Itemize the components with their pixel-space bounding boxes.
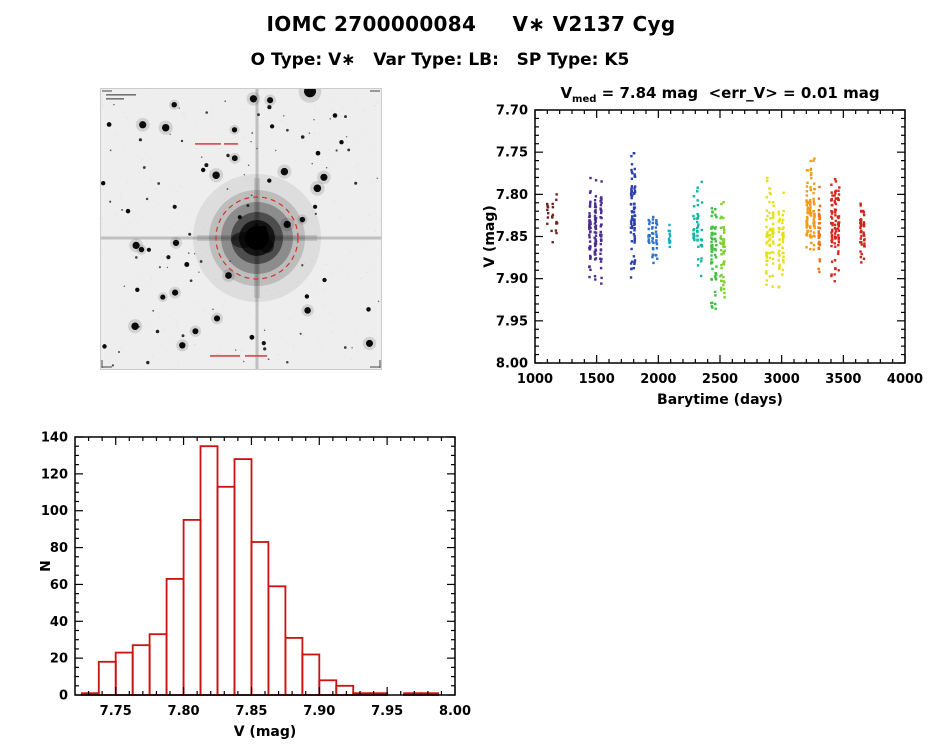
point-cluster: [692, 180, 704, 278]
svg-text:100: 100: [41, 504, 68, 519]
svg-text:7.90: 7.90: [496, 272, 528, 287]
svg-text:2000: 2000: [640, 372, 676, 387]
svg-text:8.00: 8.00: [496, 357, 528, 372]
svg-text:4000: 4000: [887, 372, 923, 387]
target-circle: [215, 196, 299, 280]
svg-text:7.75: 7.75: [496, 146, 528, 161]
starfield-bg: [100, 88, 382, 370]
svg-text:120: 120: [41, 467, 68, 482]
histogram-tick-labels: 7.75 7.80 7.85 7.90 7.95 8.00 0 20 40 60 80 100 120 1…: [41, 431, 471, 720]
svg-text:1500: 1500: [579, 372, 615, 387]
svg-text:8.00: 8.00: [439, 704, 471, 719]
svg-text:140: 140: [41, 431, 68, 446]
svg-text:1000: 1000: [517, 372, 553, 387]
point-cluster: [710, 207, 718, 310]
point-cluster: [546, 193, 559, 244]
svg-text:7.90: 7.90: [303, 704, 335, 719]
lightcurve-title-sub: med: [572, 94, 597, 105]
point-cluster: [588, 176, 603, 285]
point-cluster: [667, 223, 672, 249]
svg-text:60: 60: [50, 578, 68, 593]
starfield-border: [100, 88, 382, 370]
lightcurve-title-v: V: [560, 84, 573, 102]
figure-title: IOMC 2700000084 V∗ V2137 Cyg: [266, 12, 676, 36]
svg-text:7.80: 7.80: [168, 704, 200, 719]
point-cluster: [719, 201, 726, 299]
histogram-ticks: [75, 436, 456, 696]
lightcurve-ylabel: V (mag): [482, 205, 498, 268]
svg-text:80: 80: [50, 541, 68, 556]
svg-text:7.70: 7.70: [496, 104, 528, 119]
svg-text:7.85: 7.85: [496, 230, 528, 245]
target-star: [193, 174, 321, 302]
illegible-annotations: [106, 94, 267, 357]
histogram-plot: 7.75 7.80 7.85 7.90 7.95 8.00 0 20 40 60 80 100 120 1…: [40, 431, 471, 741]
histogram-bars: [80, 445, 440, 696]
point-cluster: [830, 177, 841, 283]
histogram-ylabel: N: [40, 560, 54, 572]
svg-text:0: 0: [59, 689, 68, 704]
lightcurve-xlabel: Barytime (days): [657, 392, 783, 408]
svg-text:7.80: 7.80: [496, 188, 528, 203]
svg-text:7.95: 7.95: [496, 314, 528, 329]
point-cluster: [777, 191, 785, 289]
starfield-noise: [100, 88, 381, 370]
lightcurve-plot: 1000 1500 2000 2500 3000 3500 4000 7.70 7.75 7.80…: [482, 104, 923, 409]
lightcurve-points: [546, 152, 866, 310]
lightcurve-tick-labels: 1000 1500 2000 2500 3000 3500 4000 7.70 7.75 7.80…: [496, 104, 923, 388]
point-cluster: [817, 185, 822, 274]
svg-text:3000: 3000: [764, 372, 800, 387]
lightcurve-title: Vmed = 7.84 mag <err_V> = 0.01 mag: [560, 84, 879, 105]
svg-text:3500: 3500: [825, 372, 861, 387]
svg-text:7.95: 7.95: [371, 704, 403, 719]
point-cluster: [859, 202, 866, 264]
field-stars: [101, 88, 380, 367]
histogram-xlabel: V (mag): [234, 724, 297, 740]
star-field-image: [100, 88, 382, 370]
svg-text:7.75: 7.75: [100, 704, 132, 719]
lightcurve-ticks: [534, 109, 906, 364]
point-cluster: [765, 176, 775, 288]
svg-text:7.85: 7.85: [235, 704, 267, 719]
point-cluster: [647, 215, 659, 265]
point-cluster: [629, 152, 637, 279]
figure-subtitle: O Type: V∗ Var Type: LB: SP Type: K5: [250, 50, 630, 70]
svg-text:20: 20: [50, 652, 68, 667]
svg-text:2500: 2500: [702, 372, 738, 387]
point-cluster: [805, 157, 816, 251]
svg-text:40: 40: [50, 615, 68, 630]
corner-ticks: [101, 90, 381, 368]
lightcurve-title-rest: = 7.84 mag <err_V> = 0.01 mag: [596, 84, 880, 102]
